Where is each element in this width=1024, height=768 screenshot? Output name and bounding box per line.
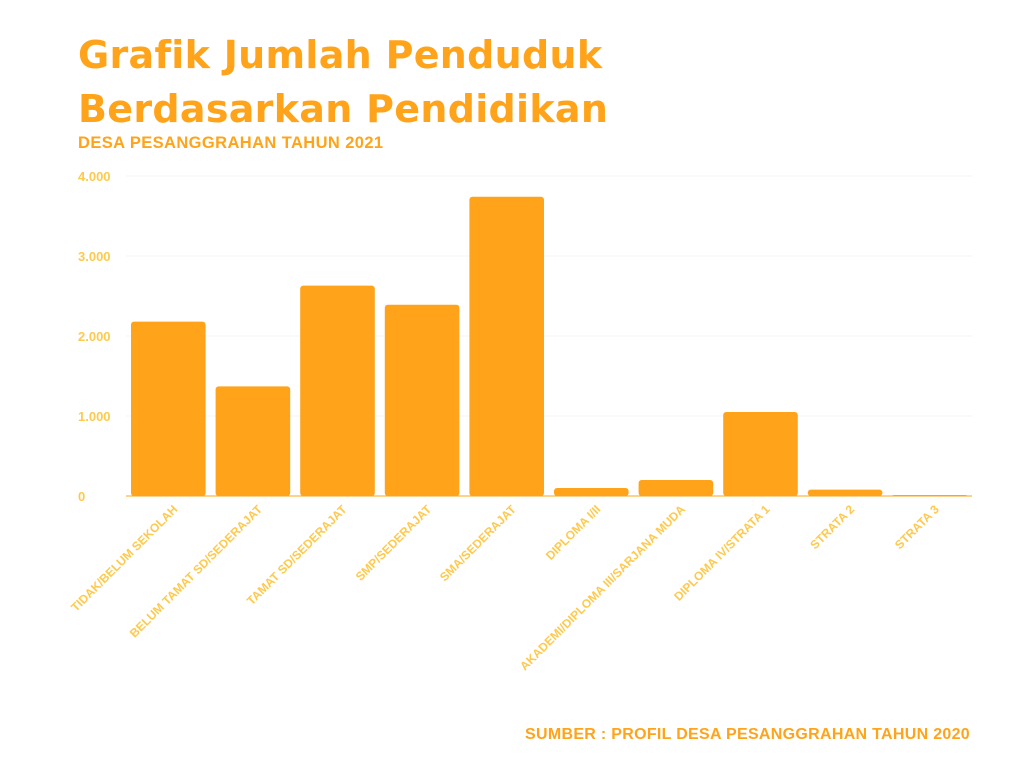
bar xyxy=(554,488,629,496)
source-note: SUMBER : PROFIL DESA PESANGGRAHAN TAHUN … xyxy=(525,726,970,743)
x-tick-label: SMP/SEDERAJAT xyxy=(353,502,435,584)
chart-subtitle: DESA PESANGGRAHAN TAHUN 2021 xyxy=(78,134,384,152)
bar xyxy=(300,285,375,496)
x-tick-label: DIPLOMA IV/STRATA 1 xyxy=(671,502,773,604)
bar xyxy=(469,196,544,497)
x-tick-label: AKADEMI/DIPLOMA III/SARJANA MUDA xyxy=(517,502,688,673)
x-tick-label: BELUM TAMAT SD/SEDERAJAT xyxy=(127,502,266,641)
x-tick-label: STRATA 2 xyxy=(807,502,857,552)
bar xyxy=(723,412,798,496)
bar xyxy=(892,495,967,496)
x-tick-label: DIPLOMA I/II xyxy=(543,502,604,563)
chart-title: Grafik Jumlah Penduduk Berdasarkan Pendi… xyxy=(78,28,608,136)
bars xyxy=(131,196,967,497)
bar xyxy=(807,489,883,496)
x-tick-label: TAMAT SD/SEDERAJAT xyxy=(244,502,350,608)
bar xyxy=(215,386,291,496)
y-axis-tick-labels: 0 1.000 2.000 3.000 4.000 xyxy=(78,169,111,504)
y-tick-label: 4.000 xyxy=(78,169,111,184)
chart-title-line-1: Grafik Jumlah Penduduk xyxy=(78,33,603,77)
y-tick-label: 3.000 xyxy=(78,249,111,264)
y-tick-label: 1.000 xyxy=(78,409,111,424)
x-tick-label: SMA/SEDERAJAT xyxy=(437,502,519,584)
chart-title-line-2: Berdasarkan Pendidikan xyxy=(78,87,609,131)
y-tick-label: 0 xyxy=(78,489,85,504)
bar xyxy=(384,304,460,496)
x-tick-label: STRATA 3 xyxy=(892,502,942,552)
y-tick-label: 2.000 xyxy=(78,329,111,344)
bar xyxy=(638,480,714,496)
bar xyxy=(131,321,206,496)
